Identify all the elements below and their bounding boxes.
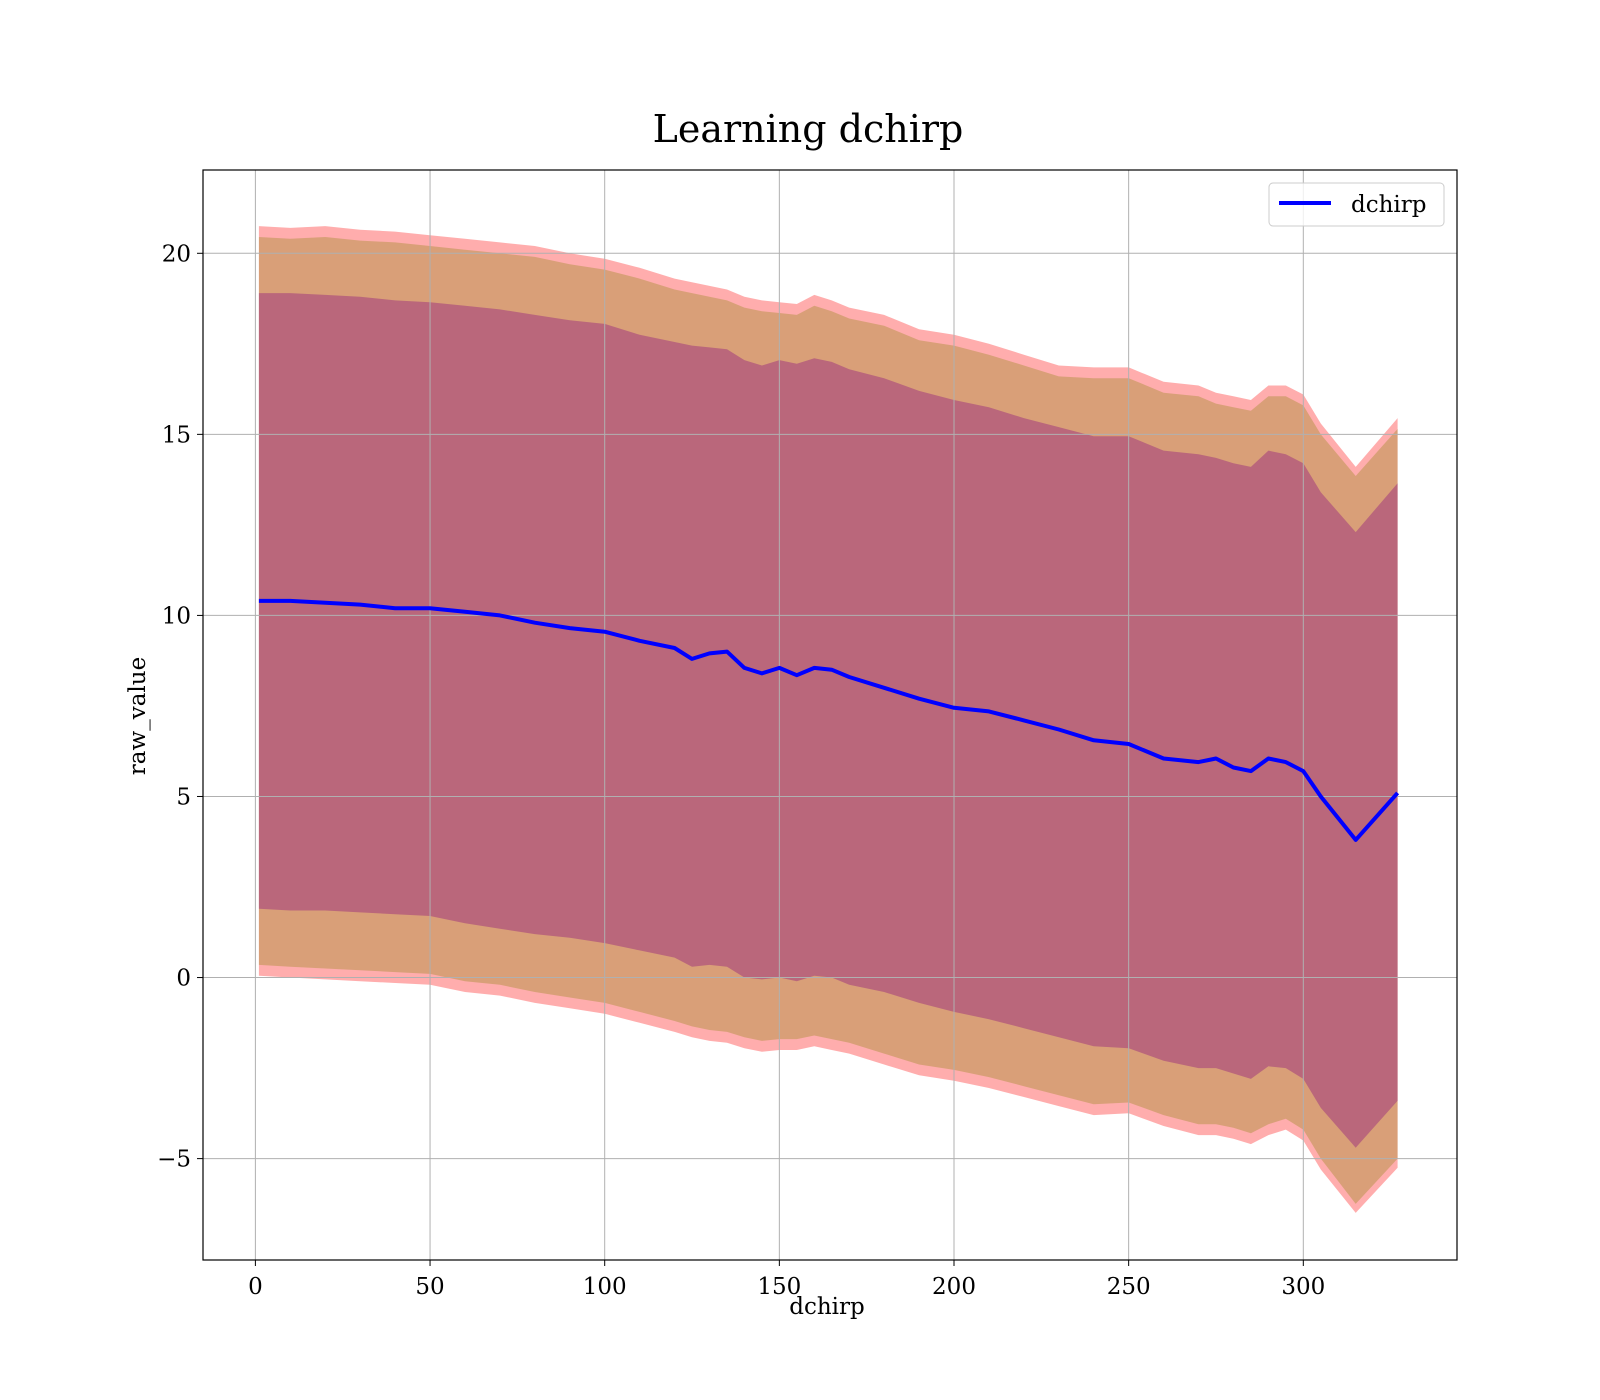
legend-box (1268, 182, 1445, 227)
y-tick-label: 15 (162, 422, 191, 448)
x-tick-label: 300 (1281, 1274, 1325, 1300)
x-axis-label: dchirp (789, 1294, 865, 1320)
y-axis-ticks: −5 0 5 10 15 20 (157, 241, 203, 1173)
band-middle (258, 237, 1398, 1204)
band-inner (258, 293, 1398, 1148)
x-tick-label: 50 (415, 1274, 444, 1300)
x-tick-label: 100 (583, 1274, 627, 1300)
chart-title: Learning dchirp (653, 107, 964, 151)
band-outer (258, 226, 1398, 1213)
x-tick-label: 150 (757, 1274, 801, 1300)
series-line-dchirp (258, 598, 1400, 842)
y-tick-label: 5 (176, 784, 191, 810)
y-tick-label: −5 (157, 1147, 191, 1173)
series-lines (258, 598, 1400, 842)
x-tick-label: 250 (1107, 1274, 1151, 1300)
x-axis-ticks: 0 50 100 150 200 250 300 (248, 1260, 1325, 1300)
legend-label-dchirp: dchirp (1351, 192, 1427, 218)
plot-area (202, 169, 1458, 1261)
legend: dchirp (1268, 182, 1445, 227)
x-tick-label: 0 (248, 1274, 263, 1300)
confidence-bands (258, 226, 1398, 1213)
y-tick-label: 0 (176, 966, 191, 992)
plot-frame (202, 169, 1458, 1261)
y-tick-label: 20 (162, 241, 191, 267)
x-tick-label: 200 (932, 1274, 976, 1300)
grid-lines (203, 170, 1457, 1260)
y-tick-label: 10 (162, 603, 191, 629)
y-axis-label: raw_value (125, 657, 151, 775)
